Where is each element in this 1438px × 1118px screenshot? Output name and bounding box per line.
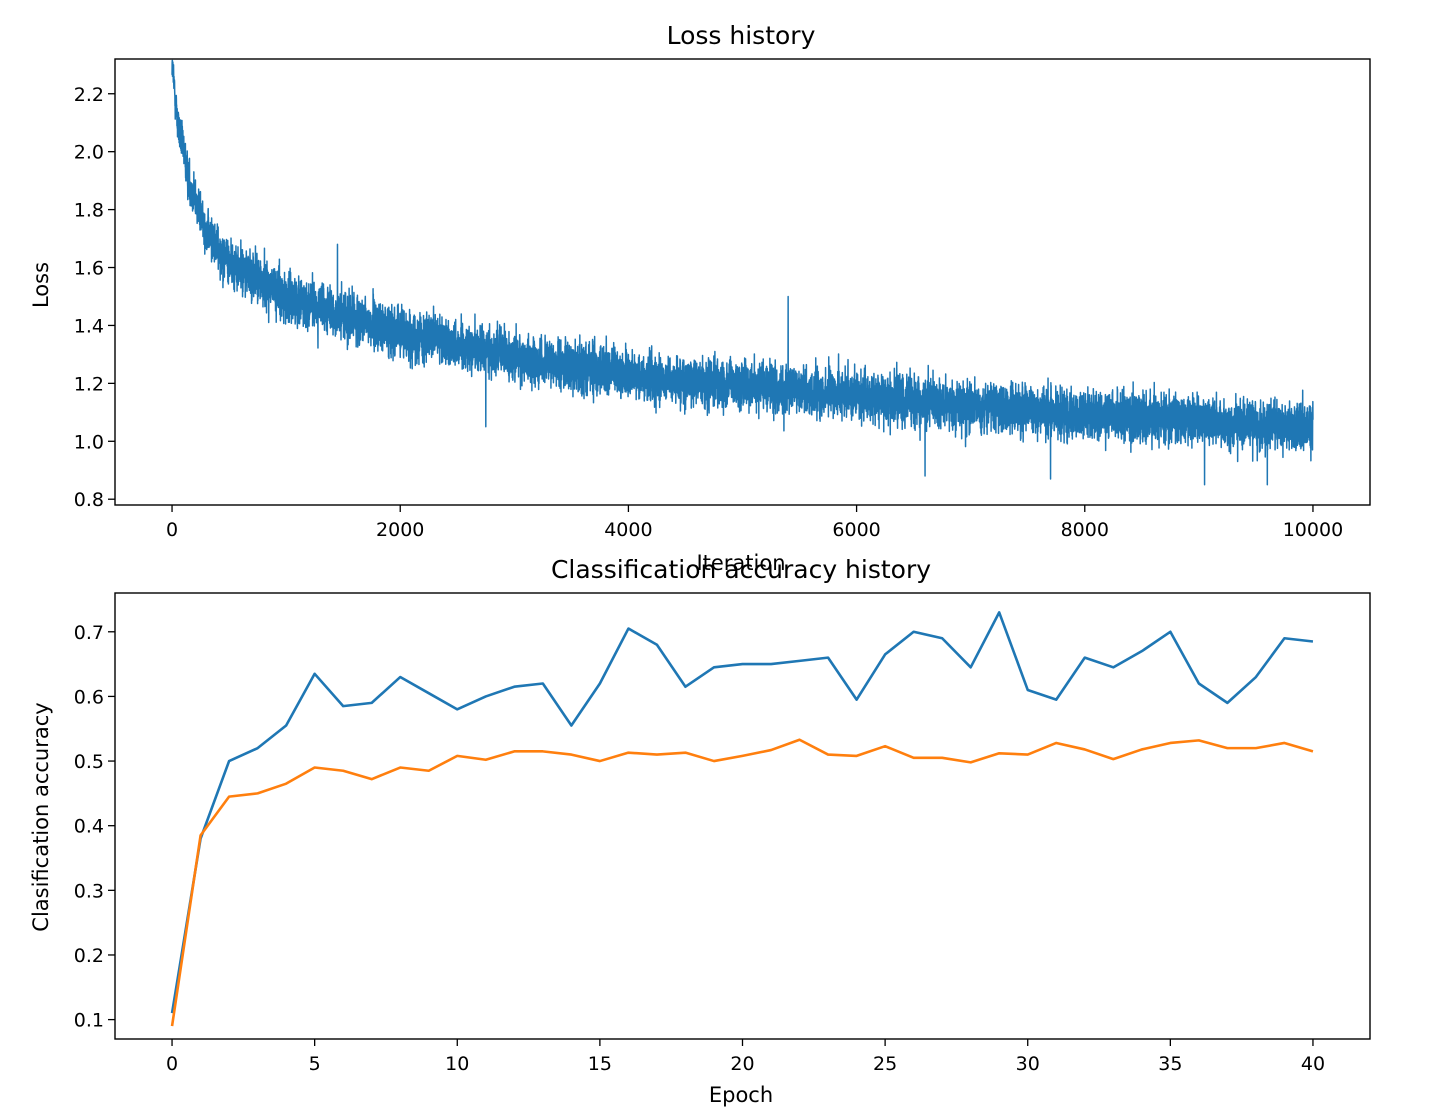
- y-tick-label: 1.2: [74, 373, 104, 395]
- chart-background: [0, 0, 1438, 560]
- y-tick-label: 1.4: [74, 315, 104, 337]
- plot-frame: [114, 592, 1371, 1040]
- x-tick-label: 35: [1158, 1053, 1182, 1075]
- y-tick-label: 0.8: [74, 489, 104, 511]
- x-tick-label: 4000: [604, 519, 652, 541]
- x-tick-label: 0: [166, 1053, 178, 1075]
- y-axis-label: Loss: [29, 262, 53, 308]
- y-tick-label: 0.7: [74, 622, 104, 644]
- y-tick-label: 0.2: [74, 945, 104, 967]
- y-tick-label: 1.6: [74, 258, 104, 280]
- x-axis-ticks: 0 5 10 15 20 25 30 35 40: [166, 1039, 1325, 1075]
- x-tick-label: 30: [1016, 1053, 1040, 1075]
- y-axis-ticks: 0.1 0.2 0.3 0.4 0.5 0.6 0.7: [74, 622, 115, 1032]
- y-tick-label: 0.6: [74, 686, 104, 708]
- x-tick-label: 15: [588, 1053, 612, 1075]
- y-tick-label: 1.0: [74, 431, 104, 453]
- x-tick-label: 25: [873, 1053, 897, 1075]
- y-axis-label: Clasification accuracy: [29, 702, 53, 931]
- x-axis-label: Epoch: [709, 1083, 773, 1107]
- accuracy-series-line-1: [170, 611, 1314, 1014]
- x-tick-label: 40: [1301, 1053, 1325, 1075]
- y-tick-label: 1.8: [74, 200, 104, 222]
- plot-area: [170, 611, 1314, 1027]
- x-axis-label: Iteration: [696, 551, 785, 575]
- y-tick-label: 0.4: [74, 816, 104, 838]
- x-tick-label: 5: [309, 1053, 321, 1075]
- x-tick-label: 10000: [1283, 519, 1343, 541]
- x-tick-label: 0: [166, 519, 178, 541]
- x-tick-label: 8000: [1061, 519, 1109, 541]
- accuracy-chart: Classification accuracy history Clasific…: [29, 555, 1371, 1107]
- y-tick-label: 2.0: [74, 142, 104, 164]
- loss-chart: Loss history Loss Iteration 0.8 1.0 1.2 1.4…: [0, 0, 1438, 575]
- y-tick-label: 0.5: [74, 751, 104, 773]
- chart-title: Loss history: [667, 21, 816, 50]
- plot-area: [171, 59, 1314, 486]
- loss-series-line: [171, 59, 1314, 486]
- x-tick-label: 6000: [832, 519, 880, 541]
- plot-frame: [114, 58, 1371, 506]
- x-tick-label: 20: [730, 1053, 754, 1075]
- y-tick-label: 0.3: [74, 880, 104, 902]
- x-tick-label: 10: [445, 1053, 469, 1075]
- y-axis-ticks: 0.8 1.0 1.2 1.4 1.6 1.8 2.0 2.2: [74, 84, 115, 511]
- chart-title: Classification accuracy history: [551, 555, 931, 584]
- x-axis-ticks: 0 2000 4000 6000 8000 10000: [166, 505, 1343, 541]
- y-tick-label: 2.2: [74, 84, 104, 106]
- accuracy-series-line-2: [170, 738, 1314, 1027]
- y-tick-label: 0.1: [74, 1010, 104, 1032]
- x-tick-label: 2000: [376, 519, 424, 541]
